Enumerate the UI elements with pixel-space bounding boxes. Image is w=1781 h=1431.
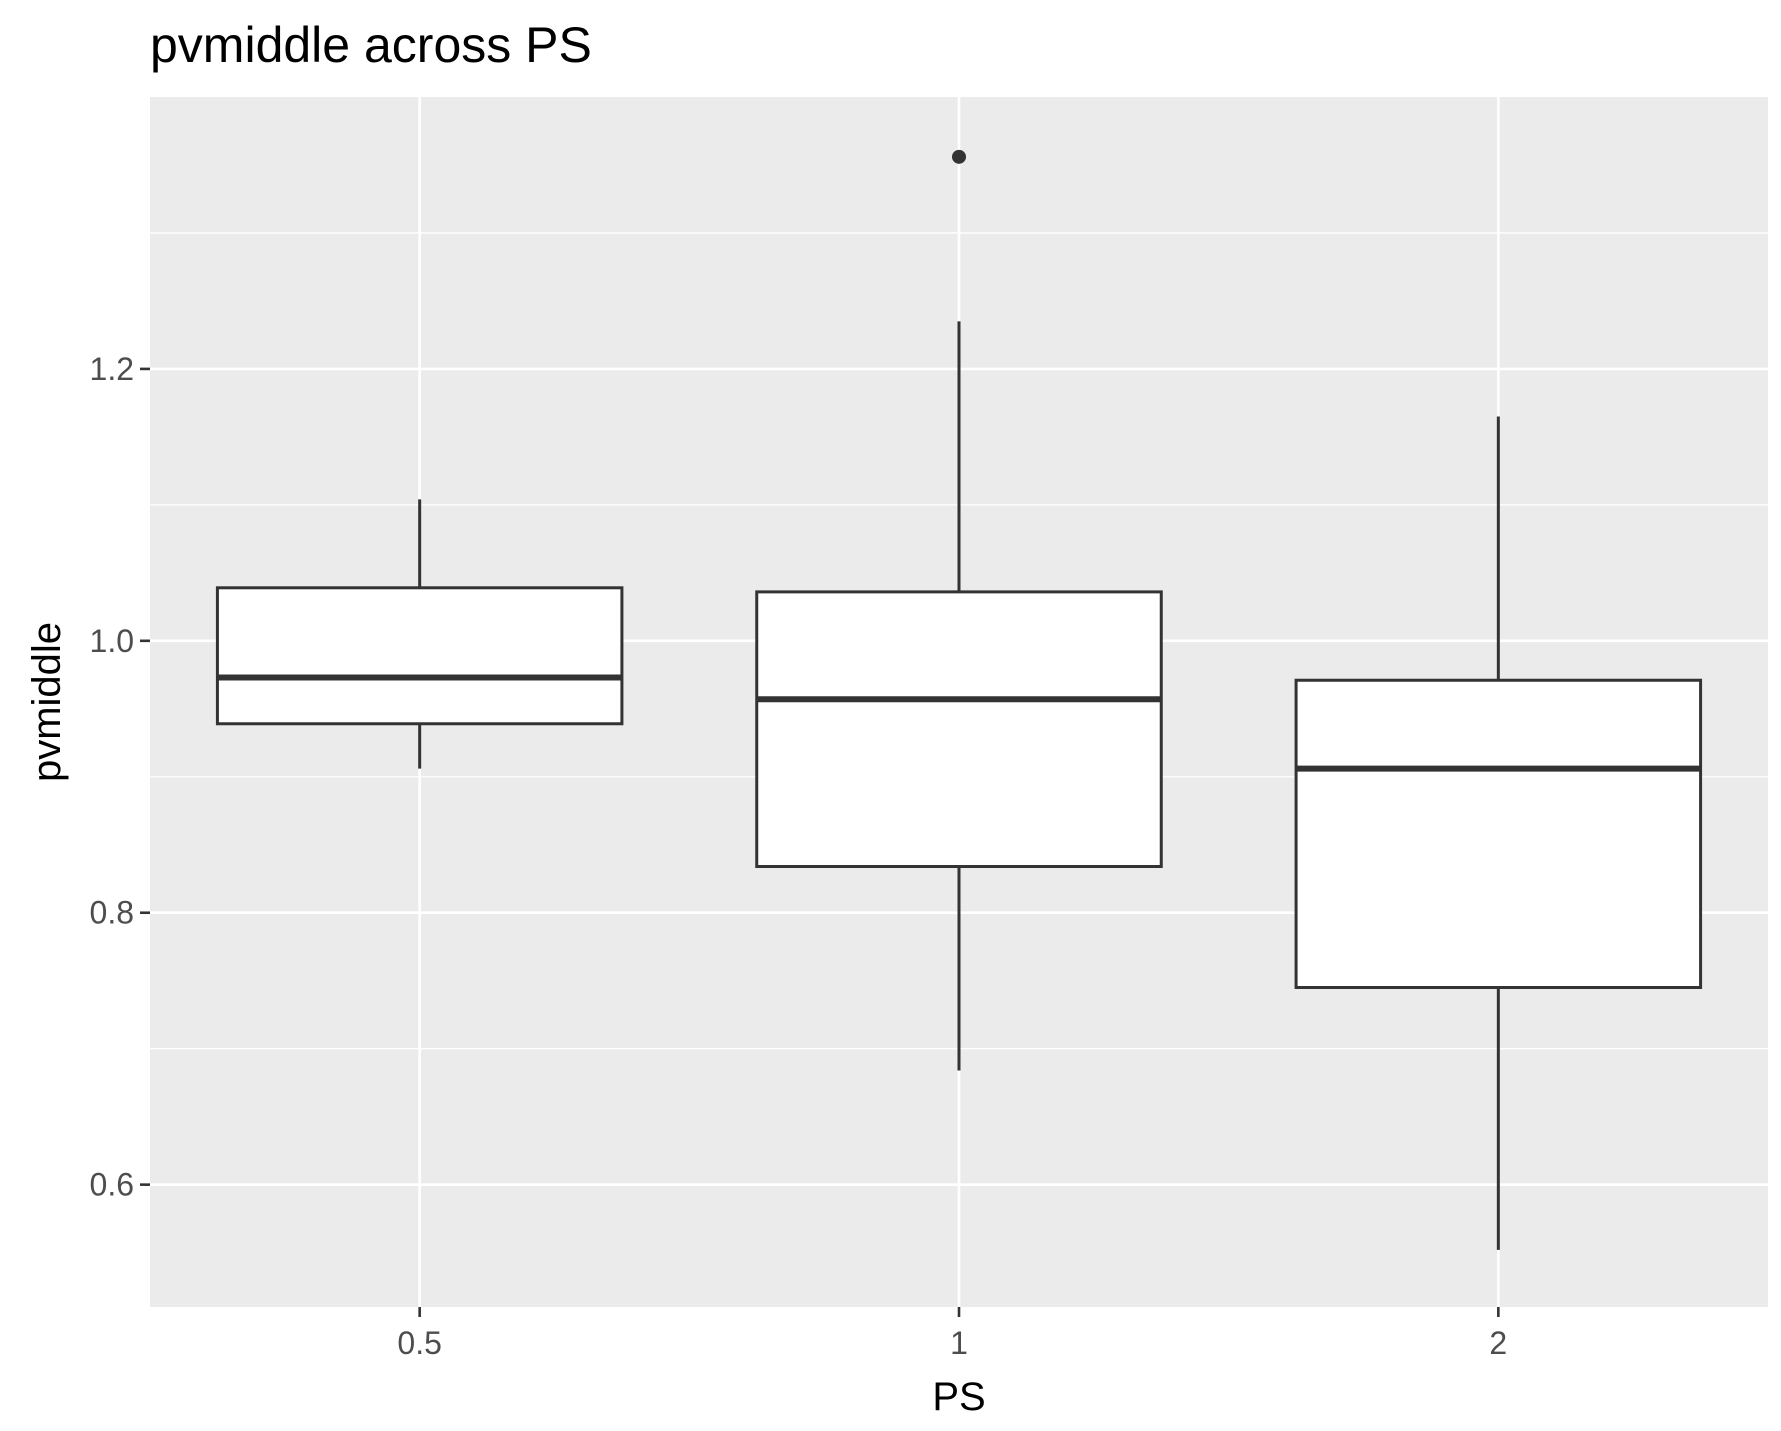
boxplot-2 <box>1294 416 1703 1250</box>
boxplots <box>215 149 1703 1250</box>
x-tick-label: 0.5 <box>397 1325 441 1361</box>
x-axis: 0.5 1 2 <box>397 1307 1507 1361</box>
box-iqr <box>215 586 624 726</box>
y-tick-label: 1.2 <box>90 351 134 387</box>
x-axis-title: PS <box>932 1375 985 1419</box>
y-tick-label: 1.0 <box>90 623 134 659</box>
outlier-point <box>952 149 966 164</box>
x-tick-label: 1 <box>950 1325 968 1361</box>
y-tick-label: 0.6 <box>90 1167 134 1203</box>
x-tick-label: 2 <box>1489 1325 1507 1361</box>
y-tick-label: 0.8 <box>90 895 134 931</box>
chart-title: pvmiddle across PS <box>150 17 592 73</box>
y-axis: 0.6 0.8 1.0 1.2 <box>90 351 150 1203</box>
box-iqr <box>1294 678 1703 990</box>
boxplot-1 <box>755 149 1163 1071</box>
y-axis-title: pvmiddle <box>25 622 69 782</box>
boxplot-0.5 <box>215 499 624 769</box>
box-iqr <box>755 590 1163 869</box>
